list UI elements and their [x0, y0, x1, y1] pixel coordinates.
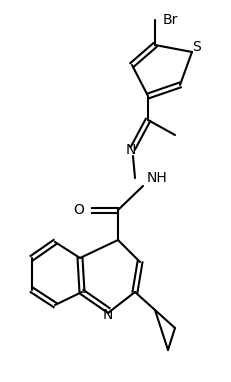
Text: N: N — [102, 308, 113, 322]
Text: O: O — [73, 203, 84, 217]
Text: Br: Br — [162, 13, 178, 27]
Text: NH: NH — [146, 171, 167, 185]
Text: N: N — [125, 143, 136, 157]
Text: S: S — [192, 40, 201, 54]
